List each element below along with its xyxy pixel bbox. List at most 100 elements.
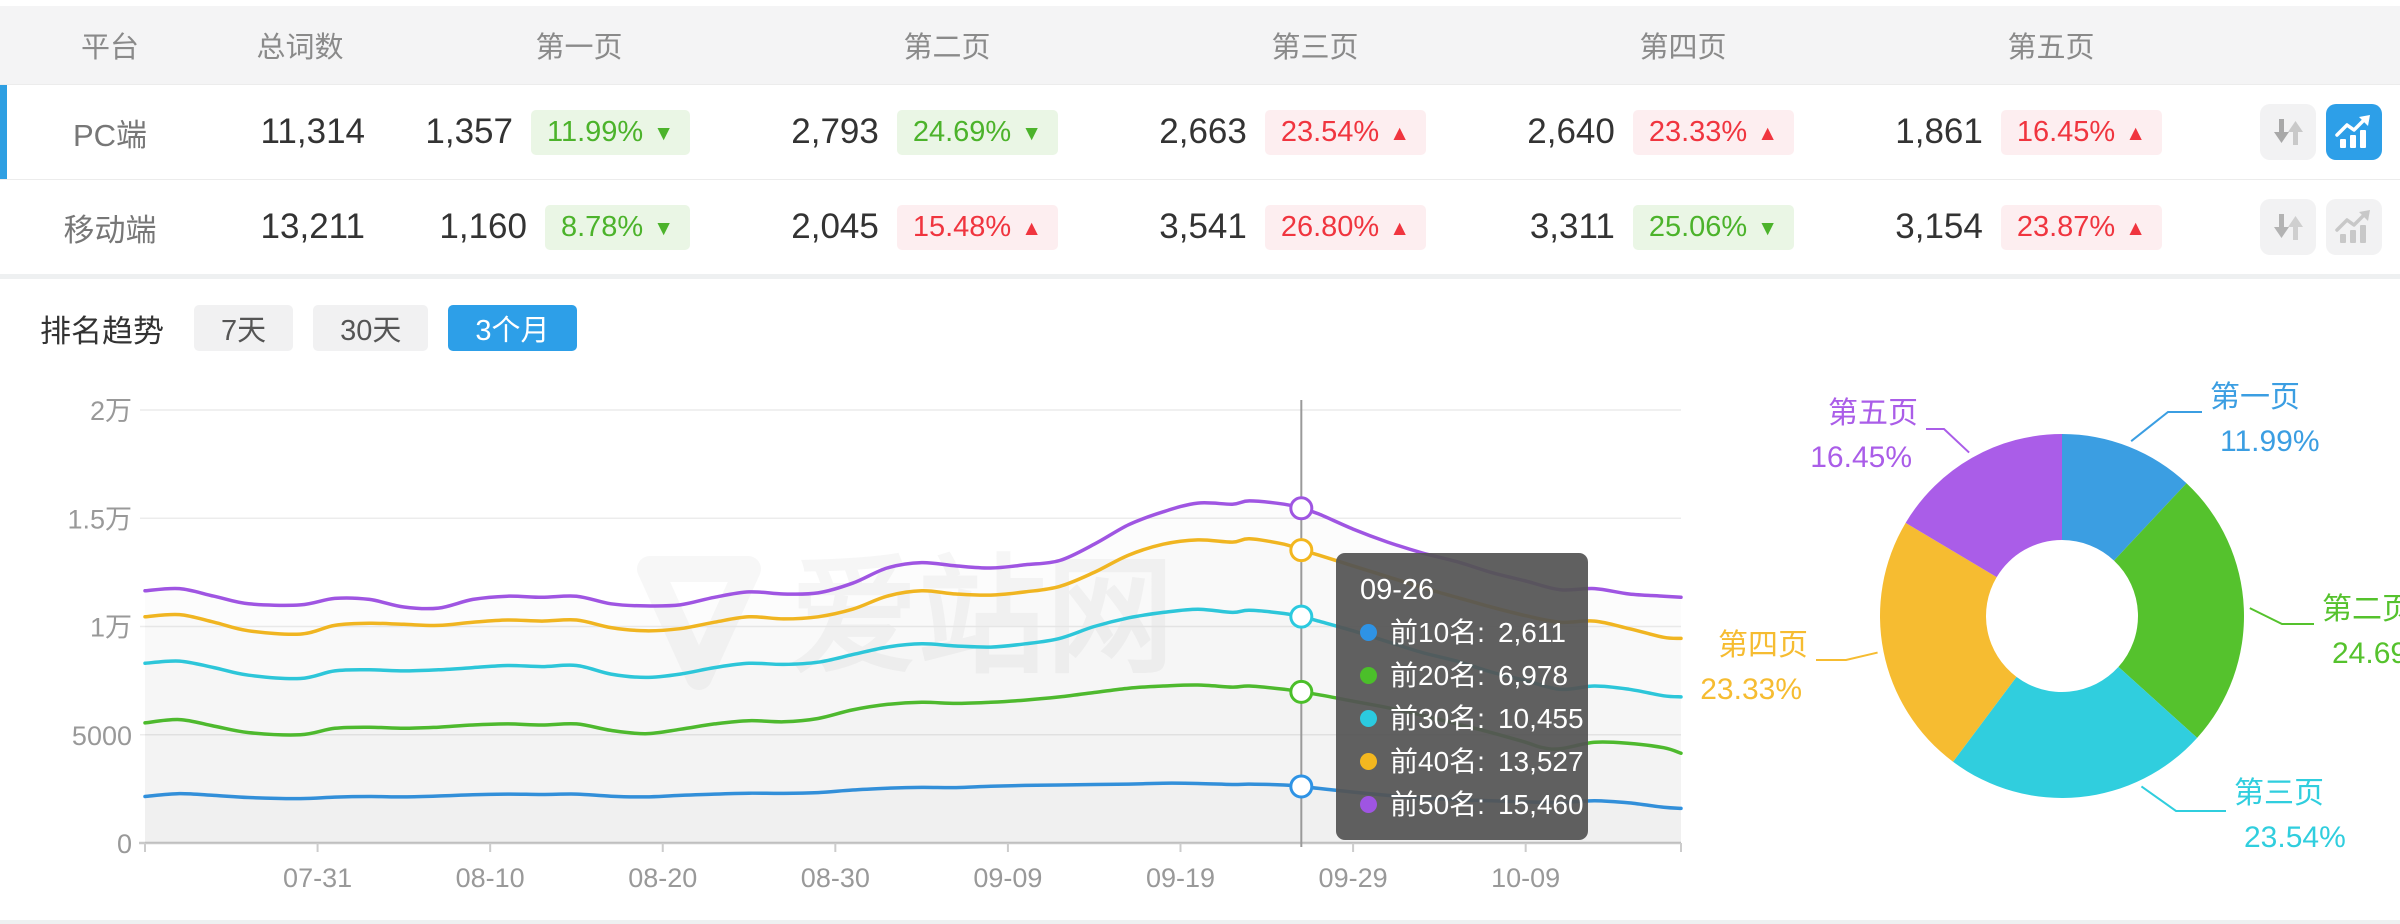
donut-leader-line [1816,651,1878,661]
line-chart-icon [2335,115,2370,148]
page3-cell: 3,541 26.80% ▲ [1156,204,1524,250]
svg-text:08-30: 08-30 [801,863,870,893]
svg-text:08-20: 08-20 [628,863,697,893]
trend-chart-button[interactable] [2326,199,2382,255]
donut-leader-line [1926,428,1970,454]
row-actions [2260,104,2400,160]
total-words-value: 13,211 [260,207,365,246]
highlight-marker-前20名 [1289,679,1314,704]
page5-change-badge: 16.45% ▲ [2000,109,2162,155]
donut-percent-第四页: 23.33% [1700,673,1802,706]
platform-label: 移动端 [63,212,157,248]
col-header-platform: 平台 [80,32,139,64]
col-header-page2: 第二页 [903,32,991,64]
trend-arrow-icon: ▲ [1389,216,1410,240]
highlight-marker-前10名 [1289,774,1314,799]
tab-3-months[interactable]: 3个月 [448,305,577,351]
page1-cell: 1,357 11.99% ▼ [420,109,788,155]
tooltip-row: 前20名6,978 [1360,654,1568,697]
svg-text:1.5万: 1.5万 [67,504,132,534]
trend-arrow-icon: ▼ [653,216,674,240]
svg-text:爱站网: 爱站网 [790,546,1174,689]
trend-title: 排名趋势 [40,313,164,349]
highlight-marker-前50名 [1289,496,1314,521]
trend-arrow-icon: ▲ [1757,121,1778,145]
tab-7-days[interactable]: 7天 [194,305,294,351]
tooltip-date: 09-26 [1360,574,1435,606]
series-dot-top20 [1360,667,1377,684]
page3-change-badge: 23.54% ▲ [1264,109,1426,155]
donut-leader-line [2140,785,2226,812]
chart-tooltip: 09-26 前10名2,611 前20名6,978 前30名10,455 前40… [1336,553,1588,840]
page5-change-badge: 23.87% ▲ [2000,204,2162,250]
tooltip-row: 前40名13,527 [1360,740,1584,783]
page1-count: 1,357 [425,112,513,151]
donut-label-第一页: 第一页 [2210,381,2300,414]
page2-cell: 2,045 15.48% ▲ [788,204,1156,250]
highlight-marker-前30名 [1289,604,1314,629]
table-row-mobile[interactable]: 移动端 13,211 1,160 8.78% ▼ 2,045 15.48% ▲ 3,… [0,179,2400,274]
trend-card: 爱站网 0 5000 1万 1.5万 2万 07-31 08-10 08-20 08-30 09-0… [0,279,2400,920]
page5-cell: 3,154 23.87% ▲ [1892,204,2260,250]
donut-slice-第二页[interactable] [2113,483,2244,738]
svg-text:10-09: 10-09 [1491,863,1560,893]
page5-cell: 1,861 16.45% ▲ [1892,109,2260,155]
table-header-row: 平台 总词数 第一页 第二页 第三页 第四页 第五页 [0,6,2400,84]
donut-percent-第五页: 16.45% [1810,441,1912,474]
svg-text:0: 0 [117,829,132,859]
page4-change-badge: 25.06% ▼ [1632,204,1794,250]
donut-label-第五页: 第五页 [1828,397,1918,430]
watermark: 爱站网 [637,546,1174,690]
sort-button[interactable] [2260,104,2316,160]
page3-cell: 2,663 23.54% ▲ [1156,109,1524,155]
row-actions [2260,199,2400,255]
trend-arrow-icon: ▼ [1021,121,1042,145]
svg-text:09-29: 09-29 [1319,863,1388,893]
page2-change-badge: 24.69% ▼ [896,109,1058,155]
col-header-page1: 第一页 [535,32,623,64]
donut-label-第四页: 第四页 [1718,629,1808,662]
page1-count: 1,160 [439,207,527,246]
page3-change-badge: 26.80% ▲ [1264,204,1426,250]
svg-text:2万: 2万 [90,396,132,426]
donut-label-第三页: 第三页 [2234,777,2324,810]
series-dot-top30 [1360,710,1377,727]
ranking-summary-table: 平台 总词数 第一页 第二页 第三页 第四页 第五页 PC端 11,314 1,… [0,0,2400,274]
donut-slice-第五页[interactable] [1905,434,2062,578]
series-dot-top50 [1360,796,1377,813]
donut-slice-第三页[interactable] [1952,666,2198,799]
trend-arrow-icon: ▼ [653,121,674,145]
page4-cell: 3,311 25.06% ▼ [1524,204,1892,250]
page2-count: 2,045 [791,207,879,246]
col-header-total-words: 总词数 [256,32,344,64]
trend-arrow-icon: ▲ [2125,216,2146,240]
page2-count: 2,793 [791,112,879,151]
svg-text:08-10: 08-10 [456,863,525,893]
svg-text:09-19: 09-19 [1146,863,1215,893]
page1-cell: 1,160 8.78% ▼ [420,204,788,250]
page3-count: 3,541 [1159,207,1247,246]
tab-30-days[interactable]: 30天 [313,305,429,351]
table-row-pc[interactable]: PC端 11,314 1,357 11.99% ▼ 2,793 24.69% ▼ 2… [0,84,2400,179]
svg-text:07-31: 07-31 [283,863,352,893]
total-words-value: 11,314 [260,112,365,151]
col-header-page4: 第四页 [1639,32,1727,64]
sort-button[interactable] [2260,199,2316,255]
page5-count: 1,861 [1895,112,1983,151]
donut-slice-第四页[interactable] [1880,522,2017,762]
trend-chart-button[interactable] [2326,104,2382,160]
page1-change-badge: 11.99% ▼ [530,109,690,155]
trend-header: 排名趋势 7天 30天 3个月 [40,305,577,351]
page5-count: 3,154 [1895,207,1983,246]
trend-line-chart-and-donut[interactable]: 爱站网 0 5000 1万 1.5万 2万 07-31 08-10 08-20 08-30 09-0… [0,279,2400,920]
page1-change-badge: 8.78% ▼ [544,204,690,250]
svg-text:5000: 5000 [72,721,132,751]
donut-slice-第一页[interactable] [2062,434,2187,561]
sort-arrows-icon [2274,119,2303,145]
donut-leader-line [2130,411,2202,442]
page2-change-badge: 15.48% ▲ [896,204,1058,250]
svg-text:09-09: 09-09 [973,863,1042,893]
trend-arrow-icon: ▲ [1389,121,1410,145]
tooltip-row: 前50名15,460 [1360,783,1584,826]
